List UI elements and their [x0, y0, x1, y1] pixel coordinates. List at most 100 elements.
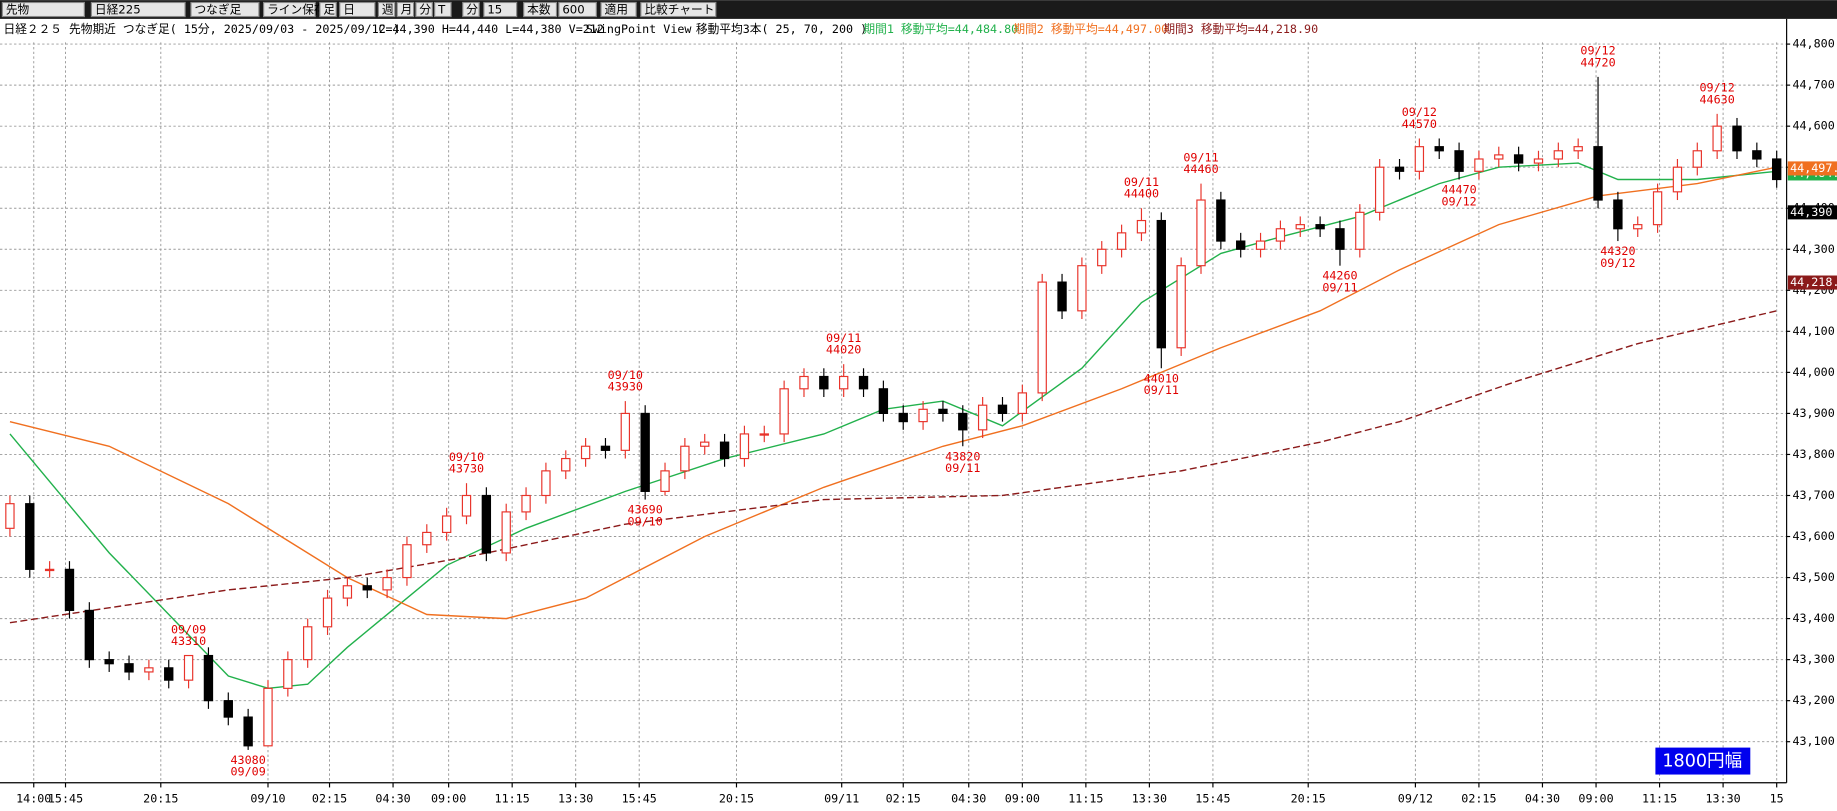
toolbar-label[interactable]: つなぎ足: [194, 3, 241, 17]
candle-body: [1434, 146, 1444, 152]
swing-price: 43730: [449, 462, 484, 476]
toolbar-label[interactable]: 先物: [6, 3, 30, 17]
swing-date: 09/12: [1700, 81, 1735, 95]
candle-body: [1196, 199, 1206, 267]
toolbar-button[interactable]: [434, 1, 452, 18]
candle-body: [342, 585, 353, 599]
toolbar-label[interactable]: 600: [562, 3, 584, 17]
candle-body: [719, 441, 730, 460]
candle-body: [1295, 224, 1305, 230]
candle-body: [243, 716, 253, 747]
toolbar-button[interactable]: [483, 1, 518, 18]
candle-body: [1593, 146, 1603, 201]
toolbar-label[interactable]: ライン保存: [267, 3, 326, 17]
y-tick-label: 44,300: [1792, 242, 1834, 256]
candle-body: [1097, 248, 1107, 267]
swing-date: 09/10: [628, 514, 663, 528]
info-period3: 期間3 移動平均=44,218.90: [1163, 22, 1318, 36]
toolbar-button[interactable]: [640, 1, 717, 18]
toolbar-button[interactable]: [558, 1, 597, 18]
toolbar-label[interactable]: 15: [487, 3, 502, 17]
candle-body: [799, 375, 809, 390]
toolbar-label[interactable]: 日: [343, 3, 355, 17]
candle-body: [858, 375, 869, 390]
swing-date: 09/09: [171, 622, 206, 636]
candle-body: [1752, 150, 1762, 160]
toolbar-button[interactable]: [523, 1, 558, 18]
x-tick-label: 20:15: [1291, 792, 1326, 806]
toolbar-button[interactable]: [190, 1, 260, 18]
toolbar-button[interactable]: [396, 1, 415, 18]
toolbar-label[interactable]: 分: [466, 3, 478, 17]
candle-body: [283, 659, 293, 689]
candle-body: [680, 445, 690, 472]
x-tick-label: 09:00: [431, 792, 466, 806]
toolbar-button[interactable]: [263, 1, 316, 18]
candle-body: [1335, 228, 1345, 250]
swing-date: 09/12: [1580, 44, 1615, 58]
candle-body: [1414, 146, 1425, 172]
toolbar-button[interactable]: [600, 1, 637, 18]
x-tick-label: 14:00: [16, 792, 51, 806]
toolbar-label[interactable]: 本数: [527, 3, 551, 17]
price-tag: [1787, 275, 1837, 290]
candle-body: [5, 503, 15, 529]
candle-body: [422, 531, 432, 546]
swing-date: 09/12: [1600, 256, 1635, 270]
y-tick-label: 44,700: [1792, 78, 1834, 92]
swing-date: 09/11: [945, 461, 980, 475]
toolbar-button[interactable]: [339, 1, 376, 18]
y-tick-label: 43,800: [1792, 447, 1834, 461]
badge: 1800円幅: [1662, 752, 1742, 772]
candle-body: [1454, 150, 1464, 172]
candle-body: [1692, 150, 1702, 168]
toolbar-button[interactable]: [1, 1, 85, 18]
toolbar-button[interactable]: [415, 1, 433, 18]
toolbar-button[interactable]: [377, 1, 396, 18]
x-tick-label: 13:30: [1705, 792, 1740, 806]
x-tick-label: 09/11: [824, 792, 859, 806]
toolbar-label[interactable]: 足: [323, 3, 335, 17]
toolbar-label[interactable]: 適用: [605, 3, 628, 17]
toolbar-label[interactable]: 週: [382, 3, 394, 17]
y-tick-label: 43,200: [1792, 693, 1834, 707]
candle-body: [1613, 199, 1623, 230]
x-tick-label: 20:15: [143, 792, 178, 806]
toolbar-label[interactable]: 分: [419, 3, 431, 17]
y-tick-label: 43,700: [1792, 488, 1834, 502]
toolbar-label[interactable]: 月: [401, 3, 413, 17]
plot: 09/09433104308009/0909/104373009/1043930…: [5, 44, 1782, 779]
toolbar-label[interactable]: T: [437, 3, 446, 17]
candle-body: [1553, 150, 1564, 160]
toolbar-label[interactable]: 日経225: [95, 3, 141, 17]
toolbar-items: 先物 日経225 つなぎ足 ライン保存足日週月分 T 分 15 本数 600 適用 比較チャート: [1, 1, 717, 18]
toolbar-button[interactable]: [462, 1, 480, 18]
x-tick-label: 09/12: [1398, 792, 1433, 806]
toolbar-label[interactable]: 比較チャート: [644, 3, 714, 17]
candle-body: [1236, 240, 1246, 250]
candle-body: [1573, 146, 1583, 152]
candle-body: [541, 470, 551, 497]
candle-body: [362, 585, 372, 591]
toolbar-button[interactable]: [90, 1, 186, 18]
y-tick-label: 44,600: [1792, 119, 1834, 133]
badge-box: [1655, 747, 1751, 775]
candle-body: [1374, 166, 1385, 213]
candle-body: [183, 654, 194, 681]
swing-price: 43080: [231, 753, 266, 767]
x-tick-label: 02:15: [312, 792, 347, 806]
candle-body: [918, 408, 928, 423]
candle-body: [660, 470, 670, 492]
candle-body: [64, 568, 75, 611]
x-tick-label: 04:30: [1525, 792, 1560, 806]
toolbar-button[interactable]: [319, 1, 337, 18]
swing-date: 09/11: [826, 331, 861, 345]
swing-price: 44400: [1124, 187, 1159, 201]
